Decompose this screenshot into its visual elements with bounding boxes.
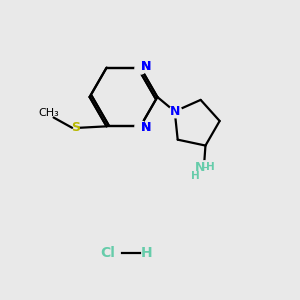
Text: N: N bbox=[140, 121, 151, 134]
Text: N: N bbox=[140, 60, 151, 73]
Text: N: N bbox=[194, 161, 205, 174]
Text: CH₃: CH₃ bbox=[39, 108, 59, 118]
Text: N: N bbox=[169, 105, 180, 118]
Text: N: N bbox=[140, 60, 151, 73]
Text: N: N bbox=[140, 121, 151, 134]
Text: H: H bbox=[206, 162, 215, 172]
Text: H: H bbox=[191, 171, 200, 181]
Text: Cl: Cl bbox=[100, 246, 115, 260]
Text: S: S bbox=[71, 121, 80, 134]
Text: H: H bbox=[141, 246, 153, 260]
